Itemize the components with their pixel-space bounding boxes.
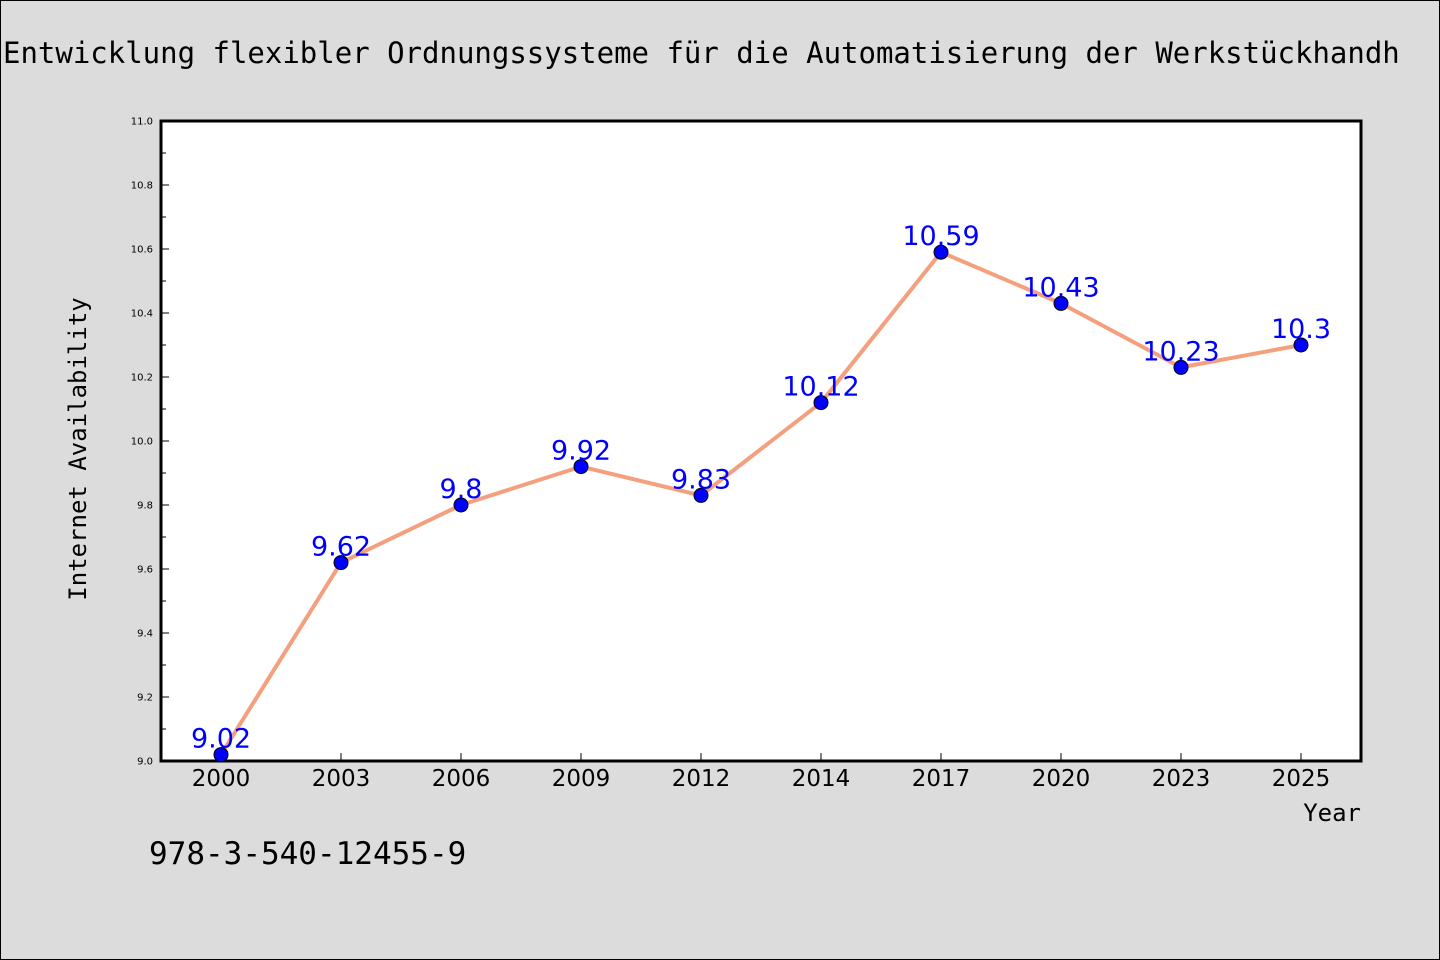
data-point: [813, 395, 829, 411]
data-label: 10.23: [1142, 336, 1219, 367]
data-point: [573, 459, 589, 475]
data-label: 10.3: [1271, 314, 1331, 345]
chart-title: Entwicklung flexibler Ordnungssysteme fü…: [3, 36, 1400, 70]
data-labels: 9.02 9.62 9.8 9.92 9.83 10.12 10.59 10.43 10.23 1…: [191, 221, 1331, 754]
y-tick-label: 10.6: [131, 245, 153, 256]
y-tick-label: 9.2: [137, 693, 153, 704]
x-tick-label: 2009: [552, 766, 611, 792]
series-line: [219, 250, 1303, 757]
data-point: [693, 487, 709, 503]
data-point: [1293, 337, 1309, 353]
y-tick-label: 10.2: [131, 373, 153, 384]
y-tick-label: 10.8: [131, 181, 153, 192]
isbn-note: 978-3-540-12455-9: [149, 836, 467, 872]
y-axis-label: Internet Availability: [64, 297, 92, 600]
y-tick-label: 9.8: [137, 501, 153, 512]
y-tick-label: 9.4: [137, 629, 153, 640]
plot-border: [159, 119, 1363, 763]
data-label: 9.92: [551, 436, 611, 467]
data-point: [453, 497, 469, 513]
x-tick-label: 2020: [1032, 766, 1091, 792]
data-label: 10.59: [902, 221, 979, 252]
x-tick-label: 2003: [312, 766, 371, 792]
y-tick-label: 9.0: [137, 757, 153, 768]
data-label: 9.8: [440, 474, 483, 505]
x-tick-label: 2006: [432, 766, 491, 792]
x-tick-label: 2000: [192, 766, 251, 792]
x-tick-label: 2023: [1152, 766, 1211, 792]
data-point: [1053, 295, 1069, 311]
series-layer: [213, 244, 1309, 763]
data-label: 9.83: [671, 464, 731, 495]
y-tick-label: 10.0: [131, 437, 153, 448]
plot-area: [161, 121, 1361, 761]
x-tick-label: 2012: [672, 766, 731, 792]
data-label: 10.43: [1022, 272, 1099, 303]
x-tick-label: 2017: [912, 766, 971, 792]
x-tick-label: 2014: [792, 766, 851, 792]
data-label: 9.62: [311, 532, 371, 563]
y-tick-label: 10.4: [131, 309, 153, 320]
data-point: [333, 555, 349, 571]
plot-background: [161, 121, 1361, 761]
data-point: [1173, 359, 1189, 375]
data-label: 10.12: [782, 372, 859, 403]
axes: 9.0 9.2 9.4 9.6 9.8 10.0 10.2 10.4 10.6 10.8 11.0 2…: [131, 117, 1363, 792]
y-tick-label: 9.6: [137, 565, 153, 576]
data-label: 9.02: [191, 724, 251, 755]
data-point: [933, 244, 949, 260]
x-tick-label: 2025: [1272, 766, 1331, 792]
y-tick-label: 11.0: [131, 117, 153, 128]
data-point: [213, 747, 229, 763]
x-axis-label: Year: [1303, 799, 1361, 827]
